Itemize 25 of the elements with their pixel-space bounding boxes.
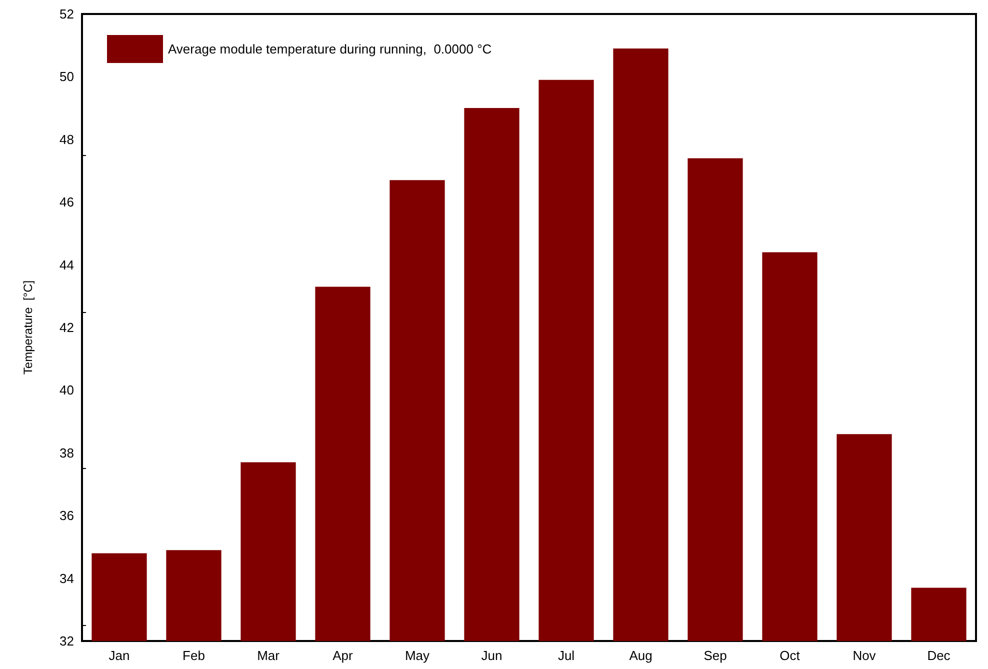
y-axis-title: Temperature [°C] — [21, 280, 35, 375]
x-tick-label: Nov — [852, 648, 876, 663]
x-tick-label: May — [404, 648, 430, 663]
y-tick-label: 46 — [60, 194, 74, 210]
y-tick-label: 38 — [60, 445, 74, 460]
x-tick-label: Feb — [182, 648, 205, 663]
y-tick-label: 40 — [60, 382, 74, 398]
x-tick-label: Jul — [558, 648, 575, 663]
y-tick-label: 52 — [60, 6, 74, 22]
y-tick-label: 34 — [60, 570, 74, 586]
y-tick-label: 44 — [60, 257, 74, 272]
x-tick-label: Jun — [481, 648, 502, 663]
legend-label: Average module temperature during running, 0.0000 °C — [168, 42, 492, 56]
x-tick-label: Oct — [780, 648, 800, 663]
x-tick-label: Dec — [927, 648, 951, 663]
y-tick-label: 48 — [60, 132, 74, 147]
x-tick-label: Jan — [108, 648, 130, 663]
y-tick-label: 32 — [60, 634, 74, 648]
y-tick-label: 50 — [60, 69, 74, 84]
y-tick-label: 36 — [60, 508, 74, 524]
x-tick-label: Mar — [257, 648, 280, 663]
x-tick-label: Aug — [629, 648, 652, 663]
x-tick-label: Apr — [332, 648, 354, 663]
y-tick-label: 42 — [60, 320, 74, 335]
x-tick-label: Sep — [704, 648, 727, 663]
